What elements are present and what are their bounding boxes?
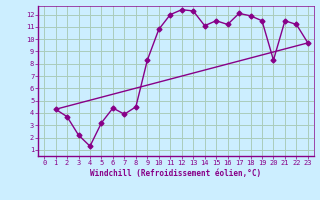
X-axis label: Windchill (Refroidissement éolien,°C): Windchill (Refroidissement éolien,°C): [91, 169, 261, 178]
